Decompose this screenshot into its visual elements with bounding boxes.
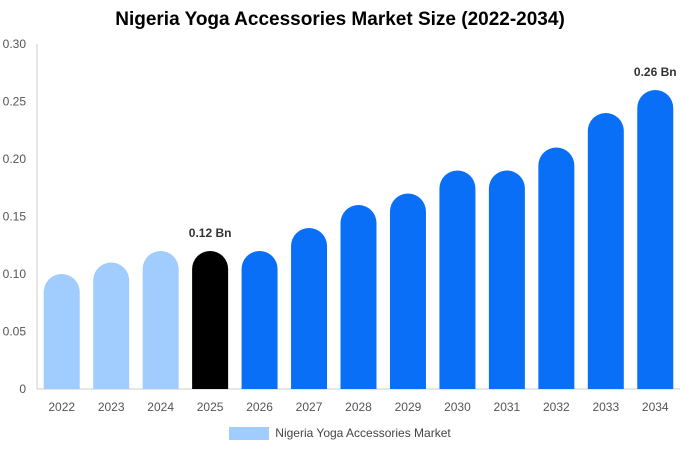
bars (43, 90, 674, 389)
bar-2030 (439, 170, 476, 389)
y-tick-label: 0.15 (3, 210, 27, 224)
bar-2033 (587, 113, 624, 389)
x-tick-label: 2032 (543, 400, 570, 414)
labels: 0.12 Bn 0.26 Bn (189, 65, 677, 240)
x-tick-label: 2030 (444, 400, 471, 414)
bar-2032 (538, 147, 575, 389)
chart-title: Nigeria Yoga Accessories Market Size (20… (115, 9, 565, 30)
x-tick-label: 2023 (98, 400, 125, 414)
axes: 0 0.05 0.10 0.15 0.20 0.25 0.30 2022 2023 2024 202… (3, 37, 680, 414)
y-tick-label: 0.20 (3, 152, 27, 166)
y-tick-label: 0.30 (3, 37, 27, 51)
data-label: 0.12 Bn (189, 226, 232, 240)
bar-2026 (241, 251, 278, 389)
x-tick-label: 2024 (147, 400, 174, 414)
y-tick-label: 0.25 (3, 95, 27, 109)
x-tick-label: 2027 (296, 400, 323, 414)
bar-2031 (488, 170, 525, 389)
legend-swatch (229, 426, 270, 440)
legend-label: Nigeria Yoga Accessories Market (275, 426, 451, 440)
x-tick-label: 2033 (592, 400, 619, 414)
x-tick-label: 2022 (48, 400, 75, 414)
bar-2023 (93, 262, 130, 389)
y-tick-label: 0 (19, 382, 26, 396)
y-tick-label: 0.05 (3, 325, 27, 339)
x-tick-label: 2025 (197, 400, 224, 414)
bar-2024 (142, 251, 179, 389)
data-label: 0.26 Bn (634, 65, 677, 79)
bar-2022 (43, 274, 80, 389)
y-tick-label: 0.10 (3, 267, 27, 281)
bar-2029 (389, 193, 426, 389)
x-tick-label: 2026 (246, 400, 273, 414)
legend: Nigeria Yoga Accessories Market (0, 426, 680, 440)
x-tick-label: 2028 (345, 400, 372, 414)
x-tick-label: 2029 (395, 400, 422, 414)
x-tick-label: 2031 (494, 400, 521, 414)
x-tick-label: 2034 (642, 400, 669, 414)
bar-2027 (291, 228, 328, 389)
bar-2028 (340, 205, 377, 389)
bar-2025 (192, 251, 229, 389)
bar-2034 (637, 90, 674, 389)
